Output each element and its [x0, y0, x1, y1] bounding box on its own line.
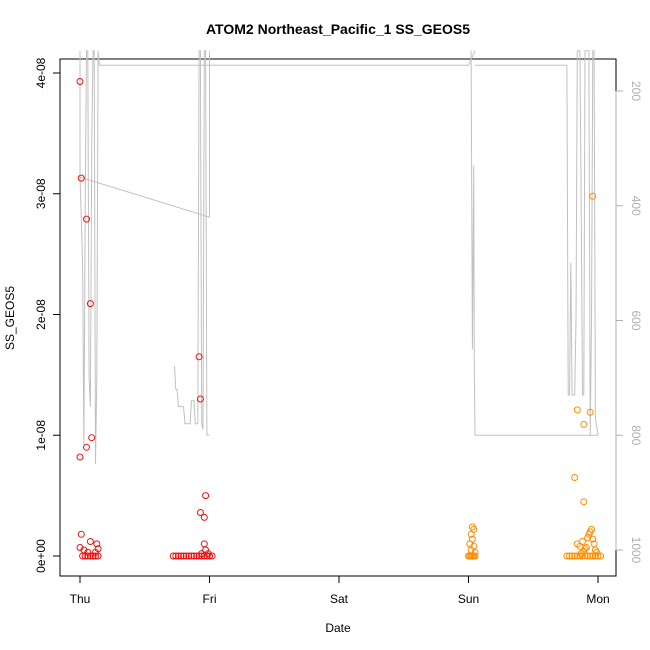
y-tick-label: 2e-08 [34, 299, 48, 330]
data-point [580, 498, 588, 506]
data-point [83, 215, 90, 223]
right-tick-label: 200 [629, 81, 643, 101]
data-point [200, 513, 208, 521]
altitude-line [174, 50, 210, 436]
data-point [77, 530, 85, 538]
data-point [584, 534, 592, 542]
data-point [88, 434, 96, 442]
right-axis: 200 400 600 800 1000 [615, 81, 643, 564]
data-point [185, 552, 193, 560]
data-point [177, 552, 185, 560]
data-point [86, 552, 94, 560]
altitude-line [79, 50, 210, 218]
data-point [568, 552, 576, 560]
y-axis-label: SS_GEOS5 [3, 286, 17, 350]
x-tick-label: Fri [203, 592, 217, 606]
y-axis: 0e+00 1e-08 2e-08 3e-08 4e-08 [34, 57, 61, 573]
data-point [594, 552, 602, 560]
x-axis-label: Date [325, 621, 351, 635]
data-point [187, 552, 195, 560]
data-point [586, 408, 594, 416]
chart-title: ATOM2 Northeast_Pacific_1 SS_GEOS5 [206, 21, 470, 37]
y-tick-label: 0e+00 [34, 539, 48, 573]
data-point [584, 552, 592, 560]
data-point [586, 552, 594, 560]
data-point [196, 395, 204, 403]
data-point [467, 530, 475, 538]
data-point [563, 552, 571, 560]
x-tick-label: Thu [70, 592, 91, 606]
y-tick-label: 1e-08 [34, 420, 48, 451]
x-tick-label: Mon [586, 592, 609, 606]
data-point [593, 548, 601, 556]
data-point [588, 525, 595, 533]
data-point [195, 353, 203, 361]
data-point [204, 550, 212, 558]
data-point [200, 540, 208, 548]
data-point [571, 474, 579, 481]
data-point [83, 443, 90, 451]
data-point [182, 552, 190, 560]
plot-frame [59, 58, 617, 577]
data-point [579, 538, 586, 545]
data-point [190, 552, 198, 560]
right-tick-label: 800 [629, 425, 643, 445]
y-tick-label: 4e-08 [34, 57, 48, 88]
altitude-line [470, 50, 599, 436]
altitude-lines [79, 50, 599, 464]
data-point [180, 552, 188, 560]
data-point [76, 453, 84, 461]
data-point [198, 552, 206, 560]
right-tick-label: 1000 [629, 537, 643, 564]
data-point [589, 535, 597, 543]
y-tick-label: 3e-08 [34, 178, 48, 209]
data-points [76, 78, 605, 560]
x-tick-label: Sat [330, 592, 349, 606]
data-point [577, 550, 585, 558]
altitude-line [79, 50, 476, 464]
data-point [589, 552, 597, 560]
data-point [94, 552, 102, 560]
data-point [573, 406, 581, 414]
data-point [86, 538, 94, 545]
data-point [196, 509, 204, 516]
x-axis: Thu Fri Sat Sun Mon [70, 575, 610, 606]
data-point [174, 552, 182, 560]
data-point [597, 552, 605, 560]
data-point [581, 552, 589, 560]
data-point [76, 78, 84, 85]
data-point [566, 552, 573, 560]
data-point [84, 552, 92, 560]
data-point [471, 552, 479, 560]
data-point [86, 300, 94, 308]
data-point [580, 420, 588, 428]
data-point [89, 552, 97, 560]
data-point [589, 192, 597, 200]
data-point [79, 552, 87, 560]
data-point [92, 552, 99, 560]
x-tick-label: Sun [458, 592, 479, 606]
right-tick-label: 400 [629, 196, 643, 216]
data-point [172, 552, 180, 560]
data-point [77, 174, 85, 182]
data-point [81, 552, 89, 560]
right-tick-label: 600 [629, 310, 643, 330]
data-point [202, 492, 210, 500]
data-point [169, 552, 177, 560]
data-point [93, 540, 101, 548]
data-point [571, 552, 579, 560]
data-point [471, 548, 479, 556]
